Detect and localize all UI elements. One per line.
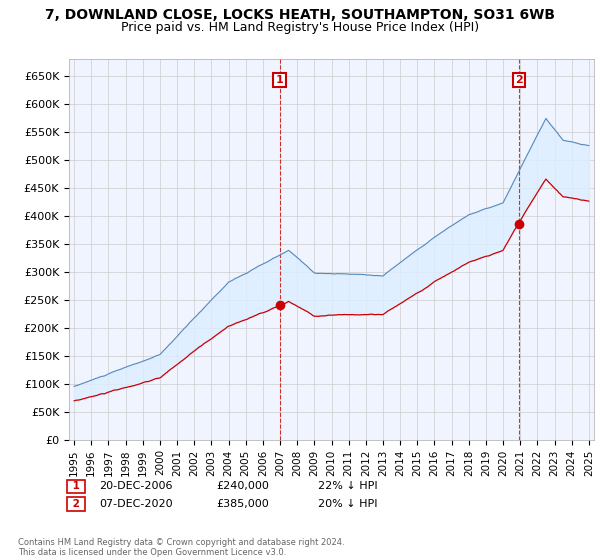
Text: 1: 1 bbox=[69, 481, 83, 491]
Text: 22% ↓ HPI: 22% ↓ HPI bbox=[318, 481, 377, 491]
Text: Contains HM Land Registry data © Crown copyright and database right 2024.
This d: Contains HM Land Registry data © Crown c… bbox=[18, 538, 344, 557]
Text: 20% ↓ HPI: 20% ↓ HPI bbox=[318, 499, 377, 509]
Text: 2: 2 bbox=[515, 74, 523, 85]
Text: £385,000: £385,000 bbox=[216, 499, 269, 509]
Text: 1: 1 bbox=[275, 74, 283, 85]
Text: 07-DEC-2020: 07-DEC-2020 bbox=[99, 499, 173, 509]
Text: £240,000: £240,000 bbox=[216, 481, 269, 491]
Text: 20-DEC-2006: 20-DEC-2006 bbox=[99, 481, 173, 491]
Text: 7, DOWNLAND CLOSE, LOCKS HEATH, SOUTHAMPTON, SO31 6WB: 7, DOWNLAND CLOSE, LOCKS HEATH, SOUTHAMP… bbox=[45, 8, 555, 22]
Text: Price paid vs. HM Land Registry's House Price Index (HPI): Price paid vs. HM Land Registry's House … bbox=[121, 21, 479, 34]
Text: 2: 2 bbox=[69, 499, 83, 509]
